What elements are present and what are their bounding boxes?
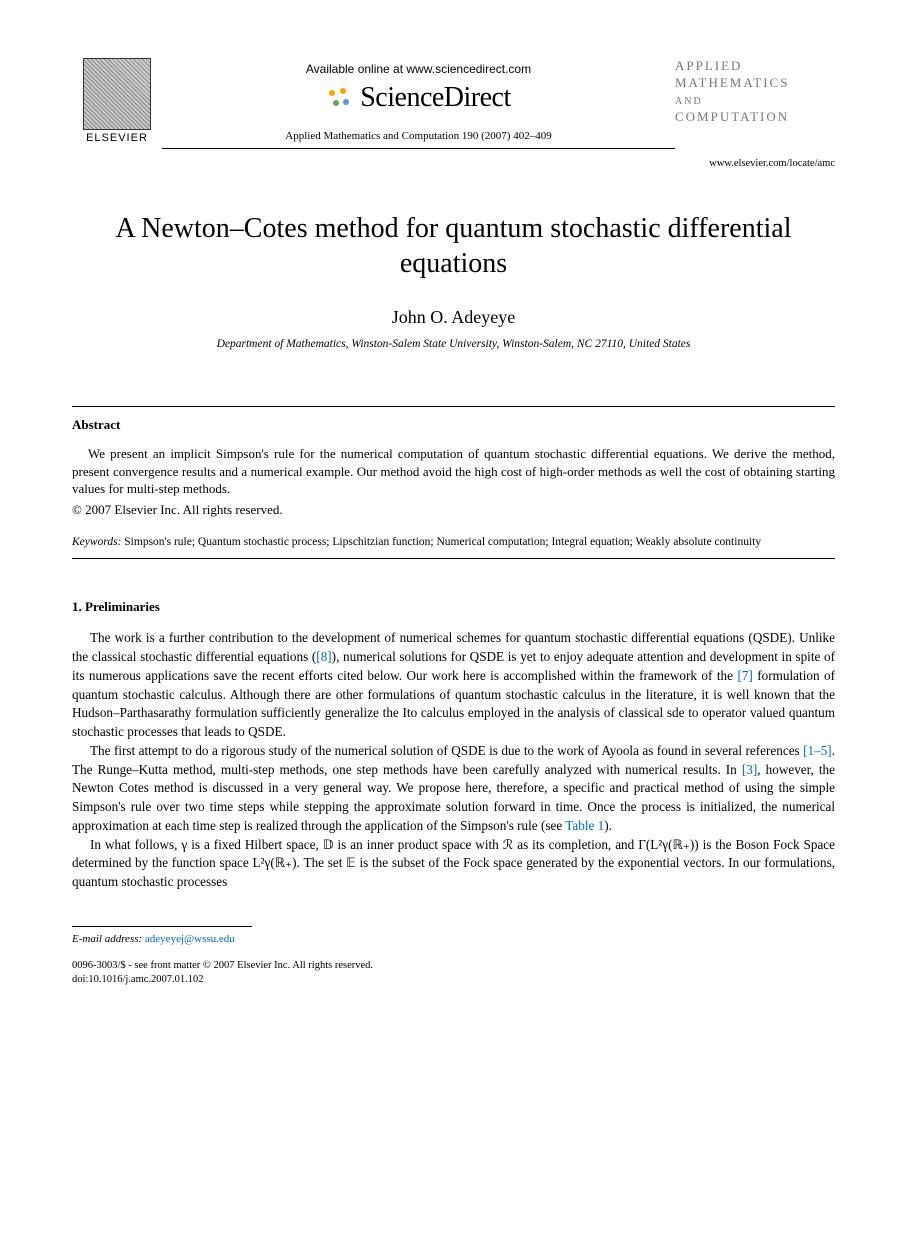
abstract-copyright: © 2007 Elsevier Inc. All rights reserved… [72, 502, 835, 518]
keywords-block: Keywords: Simpson's rule; Quantum stocha… [72, 534, 835, 550]
header-rule [162, 148, 675, 149]
section-1-para-2: The first attempt to do a rigorous study… [72, 742, 835, 836]
author-name: John O. Adeyeye [72, 307, 835, 328]
abstract-top-rule [72, 406, 835, 407]
abstract-text: We present an implicit Simpson's rule fo… [72, 445, 835, 499]
doi-block: 0096-3003/$ - see front matter © 2007 El… [72, 959, 835, 987]
email-address[interactable]: adeyeyej@wssu.edu [145, 933, 235, 945]
keywords-label: Keywords: [72, 536, 121, 548]
section-1-body: The work is a further contribution to th… [72, 629, 835, 891]
header-row: ELSEVIER Available online at www.science… [72, 58, 835, 169]
journal-line-2: MATHEMATICS [675, 75, 789, 90]
reference-link-1-5[interactable]: [1–5] [803, 743, 832, 758]
citation-line: Applied Mathematics and Computation 190 … [162, 130, 675, 142]
header-center: Available online at www.sciencedirect.co… [162, 58, 675, 161]
email-line: E-mail address: adeyeyej@wssu.edu [72, 933, 835, 945]
sciencedirect-text: ScienceDirect [360, 82, 511, 114]
elsevier-tree-icon [83, 58, 151, 130]
section-1-para-3: In what follows, γ is a fixed Hilbert sp… [72, 836, 835, 892]
journal-title: APPLIED MATHEMATICS AND COMPUTATION [675, 58, 835, 126]
p3-part-a: In what follows, γ is a fixed Hilbert sp… [72, 837, 835, 889]
p2-part-d: ). [604, 818, 612, 833]
sciencedirect-mark-icon [326, 85, 352, 111]
table-1-link[interactable]: Table 1 [565, 818, 604, 833]
journal-block: APPLIED MATHEMATICS AND COMPUTATION www.… [675, 58, 835, 169]
author-affiliation: Department of Mathematics, Winston-Salem… [72, 338, 835, 350]
abstract-body: We present an implicit Simpson's rule fo… [72, 445, 835, 499]
reference-link-8[interactable]: [8] [316, 649, 331, 664]
p2-part-a: The first attempt to do a rigorous study… [90, 743, 803, 758]
section-1-para-1: The work is a further contribution to th… [72, 629, 835, 741]
abstract-bottom-rule [72, 558, 835, 559]
publisher-label: ELSEVIER [86, 132, 148, 144]
doi-line: doi:10.1016/j.amc.2007.01.102 [72, 973, 835, 987]
paper-title: A Newton–Cotes method for quantum stocha… [72, 211, 835, 281]
section-1-heading: 1. Preliminaries [72, 599, 835, 615]
sciencedirect-logo: ScienceDirect [326, 82, 511, 114]
front-matter-line: 0096-3003/$ - see front matter © 2007 El… [72, 959, 835, 973]
journal-line-1: APPLIED [675, 58, 742, 73]
available-online-text: Available online at www.sciencedirect.co… [162, 62, 675, 76]
email-label: E-mail address: [72, 933, 142, 945]
journal-url[interactable]: www.elsevier.com/locate/amc [675, 158, 835, 169]
reference-link-7[interactable]: [7] [737, 668, 752, 683]
abstract-heading: Abstract [72, 417, 835, 433]
publisher-logo-block: ELSEVIER [72, 58, 162, 144]
journal-line-4: COMPUTATION [675, 109, 789, 124]
journal-line-3: AND [675, 96, 703, 107]
keywords-text: Simpson's rule; Quantum stochastic proce… [121, 536, 761, 548]
footnote-rule [72, 926, 252, 927]
reference-link-3[interactable]: [3] [742, 762, 757, 777]
